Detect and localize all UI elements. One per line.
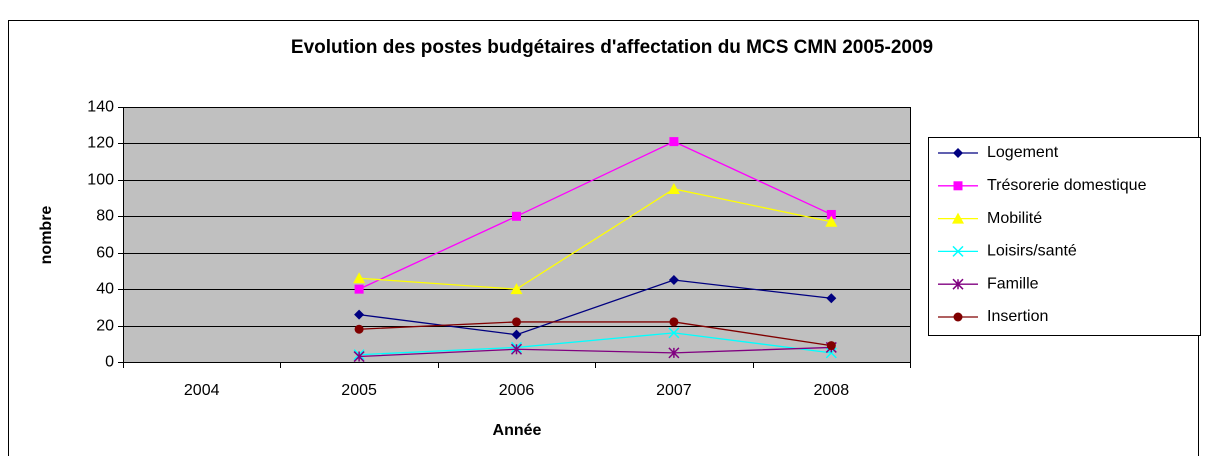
series-line — [359, 279, 832, 336]
legend-label: Trésorerie domestique — [987, 177, 1147, 194]
data-point — [354, 324, 364, 334]
x-tick-label: 2006 — [499, 382, 535, 399]
data-point — [512, 317, 521, 327]
x-tick-label: 2004 — [184, 382, 220, 399]
data-point — [826, 341, 836, 351]
data-point — [511, 329, 522, 340]
data-point — [353, 351, 365, 363]
x-tick-label: 2008 — [814, 382, 850, 399]
legend — [928, 137, 1201, 336]
data-point — [353, 272, 366, 284]
data-point — [669, 137, 679, 147]
data-point — [826, 293, 837, 304]
legend-label: Famille — [987, 275, 1039, 292]
series-line — [359, 321, 832, 347]
y-axis-label: nombre — [38, 206, 55, 265]
data-point — [667, 182, 680, 194]
y-tick-label: 140 — [87, 99, 114, 116]
data-point — [510, 283, 523, 295]
y-tick-label: 40 — [96, 281, 114, 298]
data-point — [826, 209, 836, 219]
legend-marker — [952, 245, 964, 257]
y-tick-label: 100 — [87, 172, 114, 189]
legend-marker — [952, 212, 964, 224]
series-line — [359, 332, 832, 356]
x-axis-label: Année — [493, 422, 542, 439]
y-tick-label: 20 — [96, 318, 114, 335]
legend-marker — [953, 312, 963, 322]
data-point — [825, 347, 837, 359]
x-tick-label: 2007 — [656, 382, 692, 399]
data-point — [825, 215, 838, 227]
y-tick-label: 80 — [96, 208, 114, 225]
x-tick-label: 2005 — [341, 382, 377, 399]
legend-marker — [952, 278, 964, 290]
data-point — [668, 275, 679, 286]
y-tick-label: 0 — [105, 354, 114, 371]
data-point — [512, 211, 521, 221]
legend-label: Mobilité — [987, 210, 1042, 227]
data-point — [669, 317, 679, 327]
data-point — [668, 327, 680, 339]
data-point — [354, 309, 365, 320]
data-point — [668, 347, 680, 359]
chart-title: Evolution des postes budgétaires d'affec… — [291, 37, 933, 58]
legend-label: Logement — [987, 144, 1059, 161]
data-point — [510, 343, 523, 355]
y-tick-label: 120 — [87, 135, 114, 152]
series-line — [358, 140, 832, 290]
legend-marker — [953, 148, 963, 158]
series-line — [359, 346, 832, 358]
data-point — [354, 284, 364, 294]
legend-marker — [953, 181, 963, 191]
legend-label: Loisirs/santé — [987, 243, 1077, 260]
legend-label: Insertion — [987, 308, 1048, 325]
y-tick-label: 60 — [96, 245, 114, 262]
series-line — [359, 188, 832, 290]
